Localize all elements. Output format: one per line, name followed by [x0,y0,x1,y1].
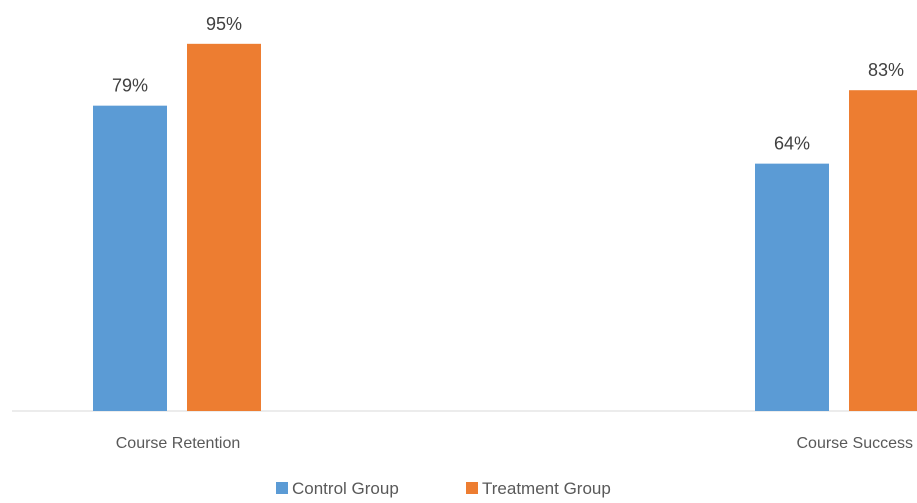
legend-swatch [466,482,478,494]
bars-group [93,43,917,411]
data-label: 64% [774,134,810,154]
legend-swatch [276,482,288,494]
data-label: 79% [112,76,148,96]
data-labels-group: 79% 95% 64% 83% [112,14,904,154]
category-labels-group: Course Retention Course Success [116,435,913,452]
legend-label: Treatment Group [482,479,611,498]
legend-label: Control Group [292,479,399,498]
category-label: Course Success [797,435,914,452]
bar-control-group-course-retention [93,105,167,411]
category-label: Course Retention [116,435,241,452]
legend: Control Group Treatment Group [276,479,611,498]
data-label: 83% [868,60,904,80]
bar-treatment-group-course-retention [187,43,261,411]
bar-control-group-course-success [755,163,829,411]
data-label: 95% [206,14,242,34]
bar-treatment-group-course-success [849,90,917,411]
